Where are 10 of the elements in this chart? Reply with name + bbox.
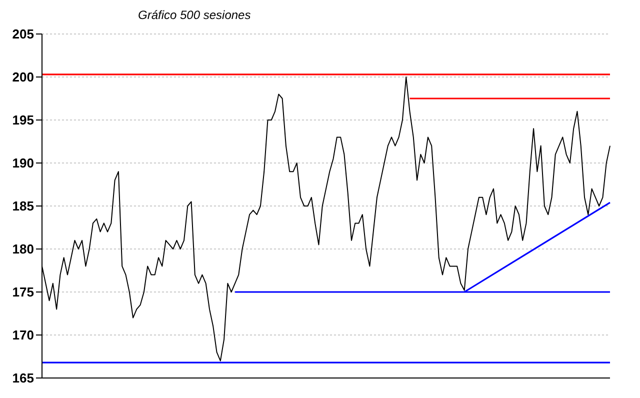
y-tick-label: 170 [12,328,34,343]
y-tick-label: 175 [12,284,34,300]
y-tick-label: 195 [12,112,34,128]
y-tick-label: 180 [12,242,34,257]
y-tick-label: 205 [12,26,34,42]
y-tick-label: 190 [12,156,34,171]
y-tick-label: 185 [12,198,34,214]
y-tick-label: 165 [12,370,34,386]
chart-title: Gráfico 500 sesiones [137,8,252,24]
y-tick-label: 200 [12,70,34,85]
